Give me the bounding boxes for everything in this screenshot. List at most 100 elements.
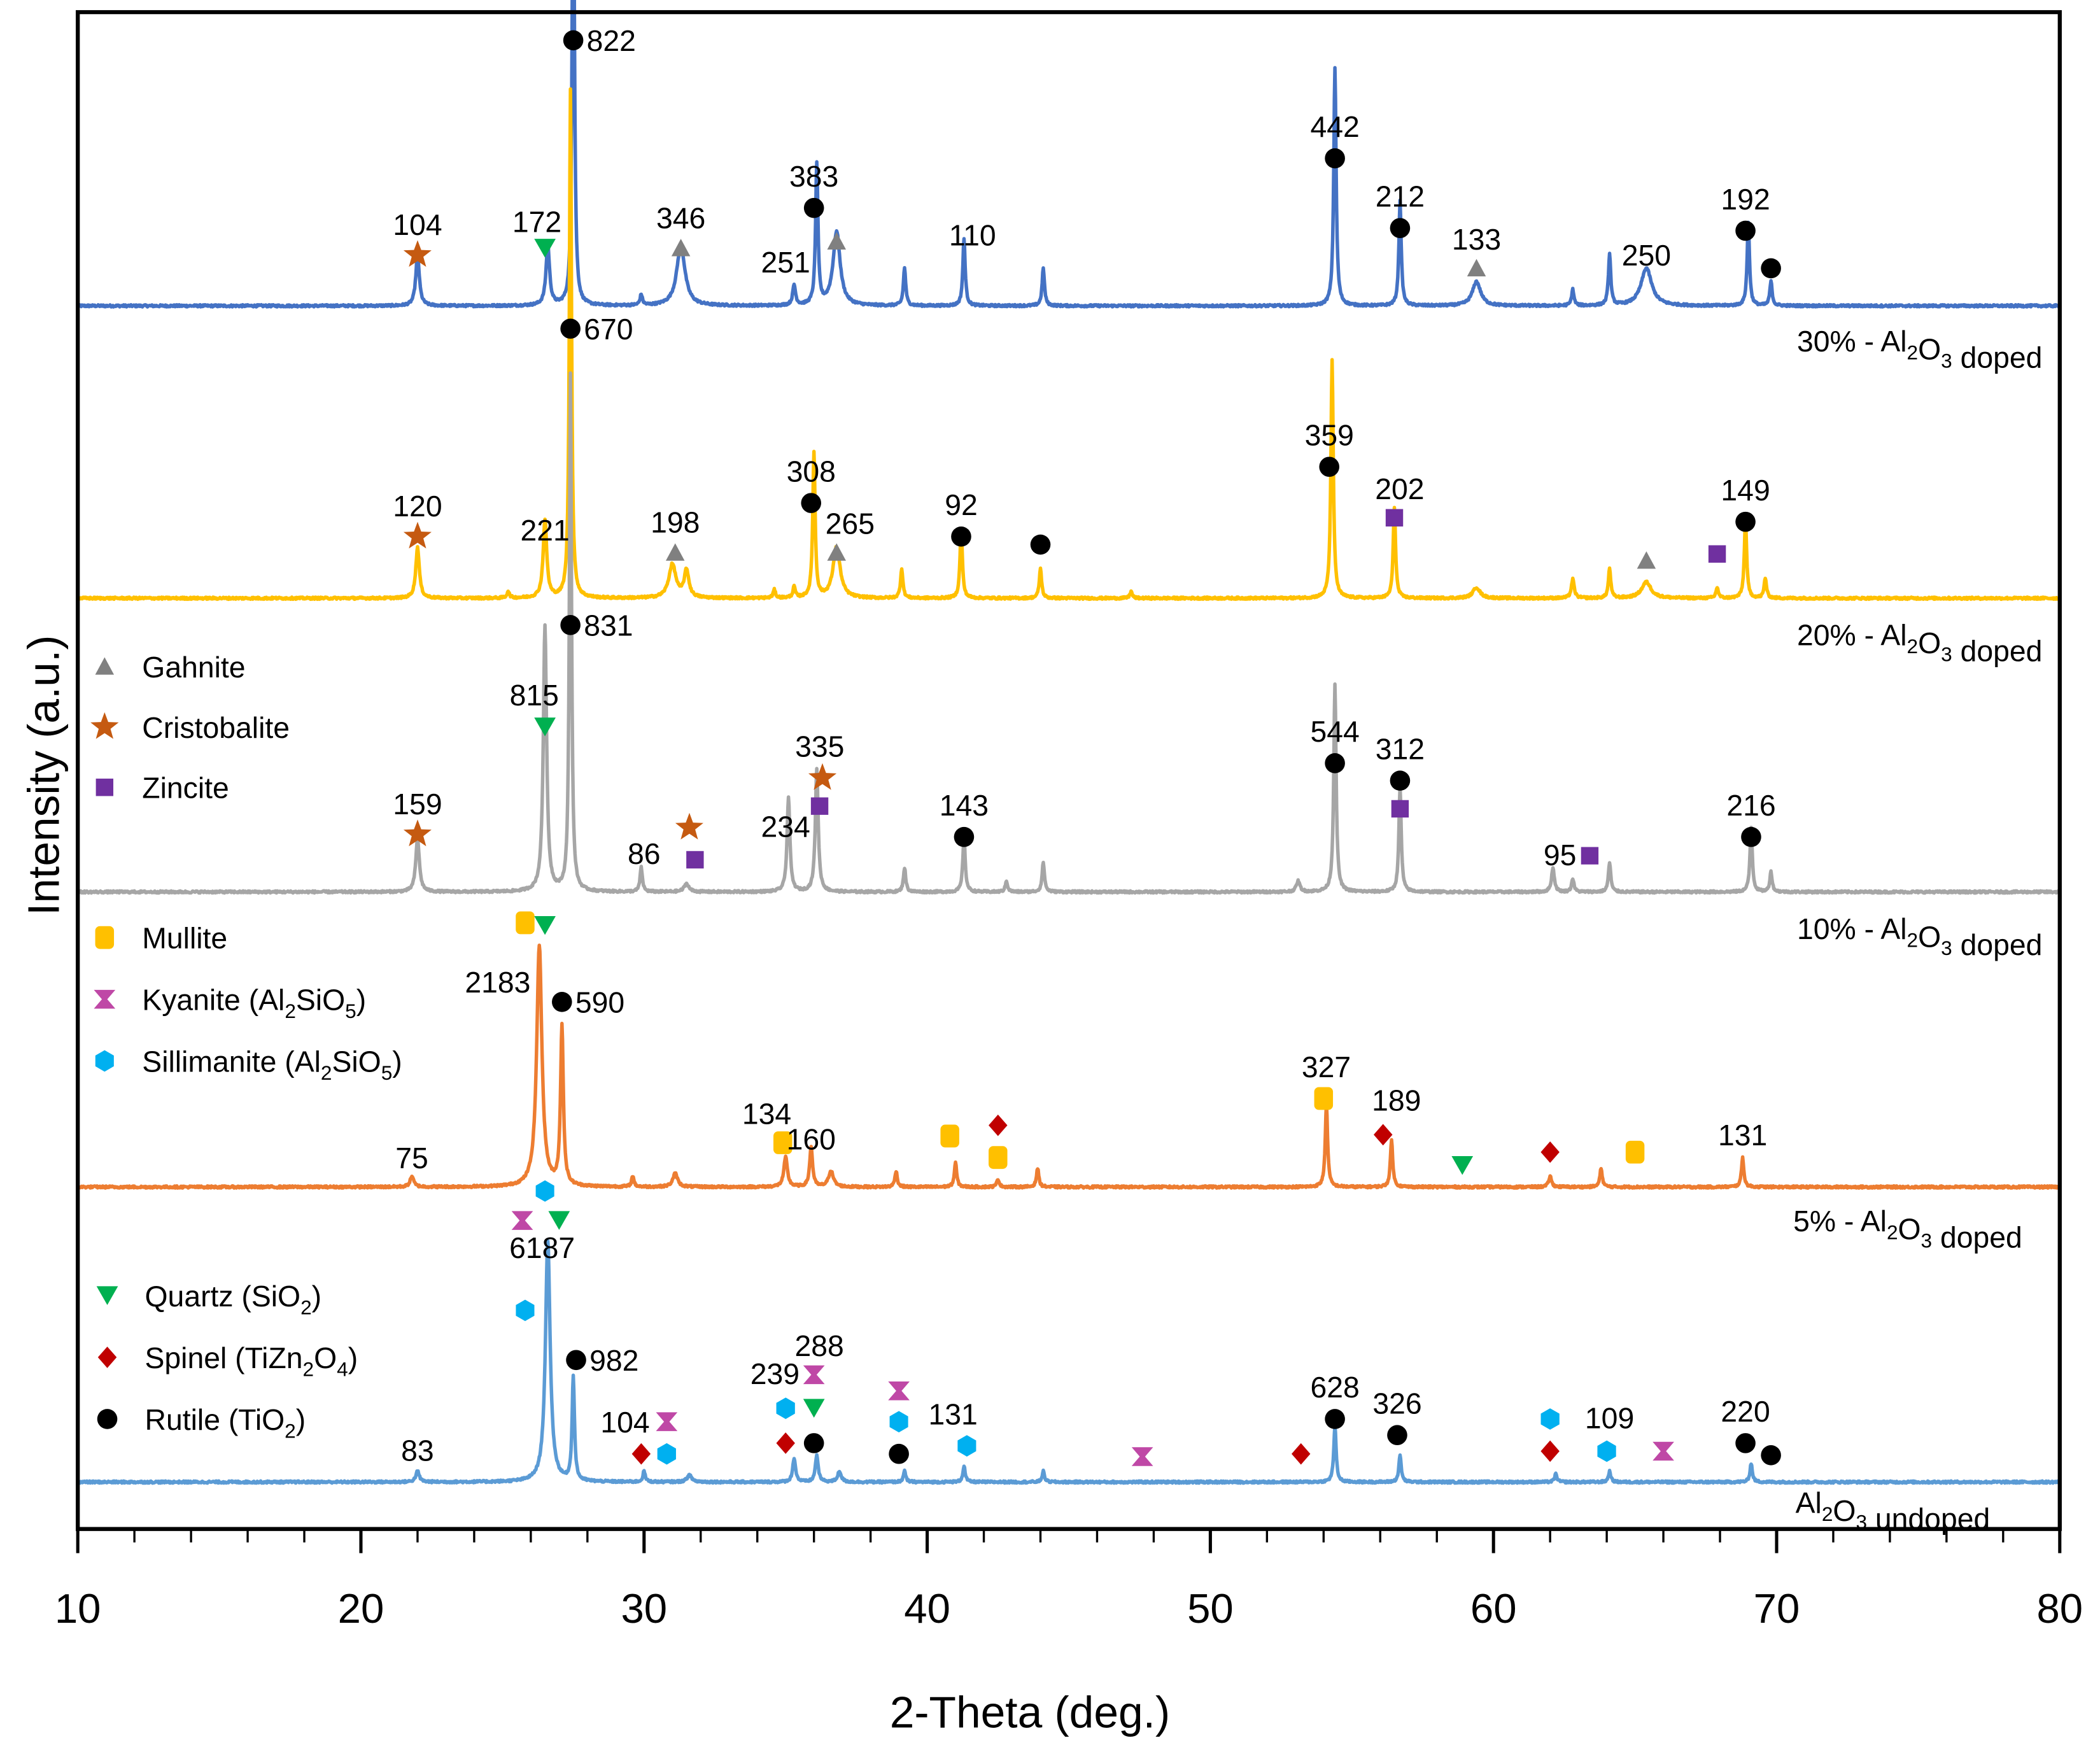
spinel-marker-icon: [1291, 1443, 1311, 1465]
legend-kyanite-icon: [94, 989, 116, 1009]
gahnite-marker-icon: [827, 543, 847, 561]
rutile-marker-icon: [1741, 826, 1761, 847]
sillimanite-marker-icon: [889, 1411, 908, 1433]
spinel-marker-icon: [1373, 1124, 1393, 1146]
peak-intensity-label: 359: [1305, 419, 1354, 452]
x-tick-label: 40: [904, 1585, 950, 1632]
peak-intensity-label: 265: [826, 507, 875, 540]
peak-intensity-label: 288: [794, 1329, 843, 1362]
series-label-s30: 30% - Al2O3 doped: [1797, 325, 2042, 374]
peak-intensity-label: 442: [1310, 110, 1359, 143]
rutile-marker-icon: [1319, 456, 1340, 477]
peak-intensity-label: 109: [1585, 1402, 1634, 1435]
sillimanite-marker-icon: [957, 1435, 976, 1457]
peak-intensity-label: 2183: [465, 966, 530, 999]
peak-intensity-label: 192: [1721, 183, 1770, 216]
x-tick-label: 10: [55, 1585, 101, 1632]
peak-intensity-label: 120: [393, 490, 442, 523]
spinel-marker-icon: [1540, 1440, 1560, 1462]
quartz-marker-icon: [534, 915, 556, 935]
mullite-marker-icon: [773, 1131, 793, 1154]
legend-layer: Gahnite Cristobalite Zincite Mullite Kyanite…: [90, 651, 402, 1442]
rutile-marker-icon: [1390, 770, 1411, 791]
spinel-marker-icon: [631, 1443, 651, 1465]
peak-intensity-label: 982: [589, 1344, 638, 1377]
rutile-marker-icon: [551, 991, 572, 1012]
peak-intensity-label: 383: [789, 160, 838, 193]
kyanite-marker-icon: [888, 1381, 910, 1401]
sillimanite-marker-icon: [1597, 1440, 1616, 1462]
legend-spinel-icon: [97, 1346, 117, 1368]
peak-intensity-label: 133: [1452, 223, 1501, 256]
peak-intensity-label: 216: [1726, 789, 1775, 822]
legend-label-rutile: Rutile (TiO2): [145, 1403, 306, 1443]
zincite-marker-icon: [1708, 545, 1726, 563]
peak-intensity-label: 544: [1310, 715, 1359, 748]
peak-intensity-label: 670: [584, 313, 633, 346]
kyanite-marker-icon: [511, 1211, 533, 1230]
peak-intensity-label: 134: [742, 1097, 791, 1130]
rutile-marker-icon: [1735, 511, 1756, 532]
cristobalite-marker-icon: [675, 812, 703, 840]
peak-intensity-label: 326: [1372, 1387, 1421, 1420]
peak-intensity-label: 198: [651, 505, 700, 539]
legend-label-gahnite: Gahnite: [142, 651, 245, 684]
rutile-marker-icon: [889, 1443, 909, 1464]
sillimanite-marker-icon: [516, 1299, 535, 1322]
peak-intensity-label: 6187: [509, 1231, 575, 1264]
peak-intensity-label: 131: [1718, 1119, 1767, 1152]
peak-intensity-label: 251: [761, 246, 810, 279]
peak-intensity-label: 172: [512, 206, 561, 239]
rutile-marker-icon: [1390, 218, 1411, 239]
x-tick-label: 70: [1754, 1585, 1800, 1632]
quartz-marker-icon: [534, 239, 556, 258]
sillimanite-marker-icon: [535, 1180, 554, 1202]
peak-intensity-label: 815: [510, 679, 559, 712]
peak-intensity-label: 202: [1375, 472, 1424, 505]
x-axis: 10 20 30 40 50 60 70 80: [55, 1529, 2083, 1632]
series-line-s30: [76, 0, 2061, 309]
cristobalite-marker-icon: [403, 819, 432, 847]
peak-intensity-label: 75: [395, 1141, 428, 1175]
mullite-marker-icon: [989, 1146, 1008, 1169]
mullite-marker-icon: [516, 911, 535, 935]
y-axis-label: Intensity (a.u.): [19, 635, 69, 915]
gahnite-marker-icon: [665, 543, 685, 561]
series-label-s20: 20% - Al2O3 doped: [1797, 618, 2042, 667]
x-tick-label: 80: [2036, 1585, 2083, 1632]
series-layer: 30% - Al2O3 doped 20% - Al2O3 doped 10% - …: [76, 0, 2062, 1536]
x-tick-label: 50: [1187, 1585, 1234, 1632]
peak-intensity-label: 83: [401, 1434, 434, 1467]
legend-label-sillimanite: Sillimanite (Al2SiO5): [142, 1045, 402, 1084]
peak-intensity-label: 312: [1376, 732, 1425, 765]
kyanite-marker-icon: [1131, 1447, 1153, 1466]
rutile-marker-icon: [1325, 753, 1345, 774]
zincite-marker-icon: [1581, 847, 1599, 865]
peak-intensity-label: 239: [751, 1357, 800, 1390]
mullite-marker-icon: [1314, 1087, 1334, 1110]
rutile-marker-icon: [1325, 1409, 1345, 1429]
sillimanite-marker-icon: [657, 1443, 676, 1465]
gahnite-marker-icon: [827, 232, 847, 250]
mullite-marker-icon: [1625, 1140, 1645, 1164]
cristobalite-marker-icon: [403, 240, 432, 267]
peak-intensity-label: 189: [1372, 1084, 1421, 1117]
rutile-marker-icon: [803, 197, 824, 218]
peak-intensity-label: 104: [600, 1406, 649, 1439]
peak-intensity-label: 335: [795, 730, 844, 763]
peak-intensity-label: 308: [787, 455, 836, 488]
peak-intensity-label: 95: [1544, 838, 1577, 872]
peak-intensity-label: 250: [1622, 239, 1671, 272]
quartz-marker-icon: [534, 717, 556, 737]
legend-gahnite-icon: [95, 657, 115, 675]
zincite-marker-icon: [1391, 800, 1409, 818]
legend-cristobalite-icon: [90, 712, 119, 739]
legend-mullite-icon: [95, 926, 115, 949]
peak-intensity-label: 159: [393, 788, 442, 821]
peak-intensity-label: 110: [949, 219, 996, 252]
kyanite-marker-icon: [803, 1365, 825, 1385]
series-line-s20: [76, 87, 2062, 602]
legend-zincite-icon: [95, 779, 114, 796]
legend-label-mullite: Mullite: [142, 922, 227, 955]
plot-frame: [76, 10, 2062, 1531]
